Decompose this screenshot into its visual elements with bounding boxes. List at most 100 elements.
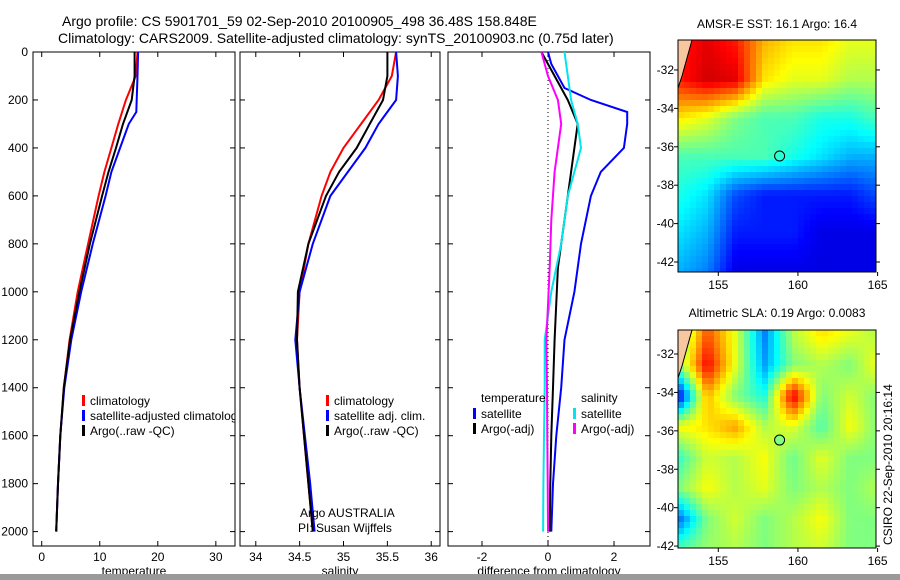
- sla-cell: [786, 516, 792, 522]
- sst-cell: [744, 64, 750, 70]
- sst-cell: [840, 268, 846, 272]
- sla-cell: [768, 450, 774, 456]
- sla-cell: [840, 456, 846, 462]
- sst-cell: [774, 166, 780, 172]
- sla-cell: [786, 414, 792, 420]
- sst-cell: [708, 106, 714, 112]
- sst-cell: [822, 142, 828, 148]
- sst-cell: [744, 124, 750, 130]
- sst-cell: [696, 214, 702, 220]
- sla-cell: [834, 444, 840, 450]
- sla-cell: [858, 420, 864, 426]
- sst-cell: [702, 118, 708, 124]
- sst-cell: [840, 94, 846, 100]
- sst-cell: [780, 214, 786, 220]
- sla-cell: [684, 348, 690, 354]
- sla-cell: [804, 456, 810, 462]
- sst-cell: [738, 46, 744, 52]
- sst-cell: [858, 244, 864, 250]
- sst-cell: [786, 256, 792, 262]
- sla-cell: [768, 528, 774, 534]
- sst-cell: [720, 220, 726, 226]
- sst-cell: [852, 118, 858, 124]
- sst-cell: [846, 190, 852, 196]
- sst-cell: [846, 64, 852, 70]
- sla-cell: [750, 414, 756, 420]
- sst-cell: [792, 226, 798, 232]
- sst-cell: [864, 46, 870, 52]
- sla-cell: [810, 510, 816, 516]
- sst-cell: [840, 232, 846, 238]
- sla-cell: [798, 384, 804, 390]
- sla-cell: [726, 516, 732, 522]
- sst-cell: [816, 244, 822, 250]
- sla-cell: [834, 402, 840, 408]
- sst-cell: [732, 178, 738, 184]
- sla-cell: [792, 366, 798, 372]
- sst-cell: [840, 88, 846, 94]
- sla-cell: [678, 522, 684, 528]
- sla-cell: [828, 444, 834, 450]
- sst-cell: [852, 100, 858, 106]
- bottom-scrollbar[interactable]: [0, 574, 900, 580]
- sst-cell: [702, 76, 708, 82]
- sla-cell: [714, 420, 720, 426]
- sst-cell: [852, 40, 858, 46]
- sst-cell: [768, 226, 774, 232]
- sst-cell: [780, 52, 786, 58]
- sla-cell: [738, 342, 744, 348]
- sla-cell: [774, 468, 780, 474]
- sst-cell: [828, 112, 834, 118]
- sla-cell: [732, 444, 738, 450]
- sst-cell: [732, 172, 738, 178]
- sla-cell: [690, 546, 696, 548]
- sst-cell: [756, 58, 762, 64]
- sst-cell: [804, 100, 810, 106]
- sst-cell: [822, 232, 828, 238]
- sla-cell: [720, 456, 726, 462]
- sst-cell: [750, 124, 756, 130]
- sst-cell: [786, 214, 792, 220]
- sla-cell: [804, 474, 810, 480]
- sst-cell: [684, 106, 690, 112]
- sla-cell: [684, 372, 690, 378]
- sst-cell: [762, 268, 768, 272]
- sst-cell: [750, 166, 756, 172]
- sla-cell: [834, 390, 840, 396]
- sla-cell: [858, 414, 864, 420]
- sla-cell: [834, 462, 840, 468]
- sst-cell: [714, 40, 720, 46]
- sst-cell: [840, 112, 846, 118]
- sla-cell: [768, 522, 774, 528]
- sst-cell: [870, 220, 876, 226]
- sst-cell: [792, 76, 798, 82]
- sla-cell: [762, 546, 768, 548]
- sla-cell: [816, 366, 822, 372]
- sst-cell: [834, 40, 840, 46]
- sst-cell: [828, 160, 834, 166]
- sla-cell: [696, 516, 702, 522]
- sst-cell: [810, 220, 816, 226]
- sst-cell: [852, 184, 858, 190]
- sla-cell: [858, 492, 864, 498]
- sla-cell: [750, 420, 756, 426]
- sst-cell: [822, 196, 828, 202]
- sst-cell: [810, 184, 816, 190]
- sst-cell: [846, 100, 852, 106]
- sst-cell: [714, 58, 720, 64]
- sla-cell: [810, 492, 816, 498]
- sla-cell: [792, 396, 798, 402]
- sla-cell: [744, 348, 750, 354]
- sla-cell: [846, 492, 852, 498]
- sla-cell: [726, 378, 732, 384]
- sst-cell: [858, 232, 864, 238]
- sst-cell: [684, 202, 690, 208]
- sst-cell: [798, 154, 804, 160]
- sla-cell: [858, 480, 864, 486]
- sla-cell: [828, 492, 834, 498]
- sst-cell: [768, 184, 774, 190]
- header-line-2: Climatology: CARS2009. Satellite-adjuste…: [58, 30, 614, 46]
- sst-cell: [792, 232, 798, 238]
- sst-cell: [798, 52, 804, 58]
- sst-cell: [864, 112, 870, 118]
